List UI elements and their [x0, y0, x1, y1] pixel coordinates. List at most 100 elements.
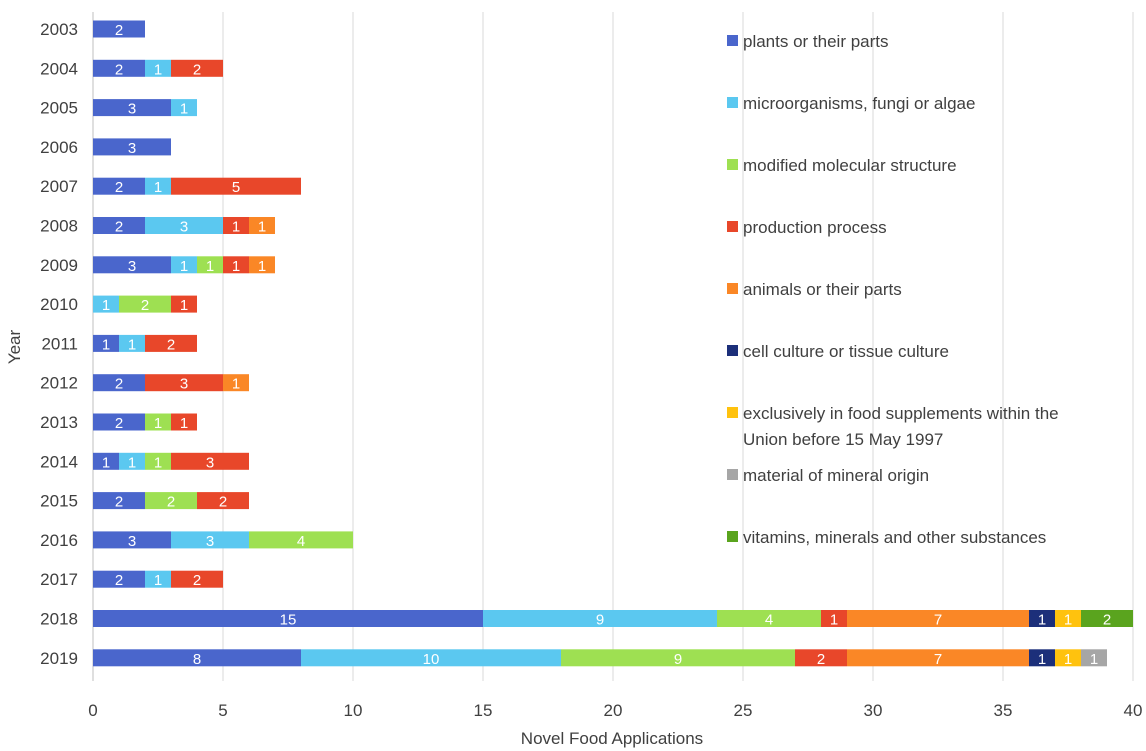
y-tick-label: 2011 [41, 334, 78, 353]
bar-segment [171, 256, 197, 274]
segment-value-label: 2 [219, 494, 227, 511]
segment-value-label: 3 [180, 219, 188, 236]
segment-value-label: 1 [1090, 651, 1098, 668]
x-tick-label: 10 [344, 701, 363, 720]
segment-value-label: 3 [128, 258, 136, 275]
x-axis-title: Novel Food Applications [521, 729, 703, 748]
gridlines [92, 12, 1134, 681]
segment-value-label: 1 [102, 336, 110, 353]
segment-value-label: 2 [817, 651, 825, 668]
bar-segment [171, 452, 249, 470]
bar-segment [93, 531, 171, 549]
bar-segment [145, 452, 171, 470]
segment-value-label: 1 [1038, 651, 1046, 668]
bar-segment [145, 59, 171, 77]
y-tick-label: 2019 [40, 649, 78, 668]
y-tick-label: 2010 [40, 295, 78, 314]
legend-label: plants or their parts [743, 32, 889, 51]
y-tick-label: 2014 [40, 452, 78, 471]
segment-value-label: 1 [180, 258, 188, 275]
bar-segment [171, 570, 223, 588]
bar-segment [561, 649, 795, 667]
x-tick-label: 25 [734, 701, 753, 720]
legend-label: modified molecular structure [743, 156, 957, 175]
segment-value-label: 2 [1103, 612, 1111, 629]
bar-segment [93, 610, 483, 627]
segment-value-label: 1 [180, 297, 188, 314]
legend-label: animals or their parts [743, 280, 902, 299]
legend-swatch [727, 35, 738, 46]
segment-value-label: 1 [258, 219, 266, 236]
bar-segment [483, 610, 717, 627]
bar-segment [171, 99, 197, 117]
bar-segment [223, 217, 249, 234]
legend-label: material of mineral origin [743, 466, 929, 485]
legend-swatch [727, 97, 738, 108]
bar-segment [93, 452, 119, 470]
y-tick-label: 2004 [40, 59, 78, 78]
bar-segment [145, 413, 171, 431]
segment-value-label: 2 [193, 572, 201, 589]
y-tick-label: 2012 [40, 374, 78, 393]
segment-value-label: 4 [297, 533, 305, 550]
segment-labels: 22 1 23 132 1 52 3 1 13 1 1 1 11 2 11 1 22 3 12 1 11 1 1 32 2 23 3… [102, 22, 1111, 668]
bar-segment [93, 295, 119, 313]
segment-value-label: 2 [115, 494, 123, 511]
segment-value-label: 1 [102, 454, 110, 471]
bar-segment [1029, 610, 1055, 627]
segment-value-label: 2 [115, 179, 123, 196]
bar-segment [249, 531, 353, 549]
bar-segment [1081, 610, 1133, 627]
bar-segment [1081, 649, 1107, 667]
bar-segment [93, 177, 145, 195]
x-tick-label: 20 [604, 701, 623, 720]
bar-segment [145, 570, 171, 588]
bar-segment [197, 492, 249, 510]
bar-segment [93, 217, 145, 234]
bar-segment [119, 452, 145, 470]
segment-value-label: 7 [934, 651, 942, 668]
y-tick-label: 2017 [40, 570, 78, 589]
x-tick-label: 5 [218, 701, 227, 720]
segment-value-label: 2 [115, 219, 123, 236]
bar-segment [197, 256, 223, 274]
segment-value-label: 1 [1064, 612, 1072, 629]
segment-value-label: 1 [232, 376, 240, 393]
segment-value-label: 1 [1038, 612, 1046, 629]
bar-segment [847, 649, 1029, 667]
legend-swatch [727, 345, 738, 356]
segment-value-label: 2 [167, 494, 175, 511]
x-axis-ticks: 0 5 10 15 20 25 30 35 40 [88, 701, 1142, 720]
segment-value-label: 1 [258, 258, 266, 275]
bar-segment [93, 256, 171, 274]
bar-segment [249, 217, 275, 234]
bar-segment [171, 177, 301, 195]
segment-value-label: 3 [128, 140, 136, 157]
bar-segment [93, 649, 301, 667]
bar-segment [795, 649, 847, 667]
y-tick-label: 2008 [40, 217, 78, 236]
segment-value-label: 2 [193, 61, 201, 78]
segment-value-label: 2 [115, 572, 123, 589]
segment-value-label: 2 [167, 336, 175, 353]
segment-value-label: 15 [280, 612, 297, 629]
segment-value-label: 3 [128, 101, 136, 118]
bar-segment [223, 374, 249, 392]
segment-value-label: 1 [102, 297, 110, 314]
legend-label: microorganisms, fungi or algae [743, 94, 975, 113]
x-tick-label: 30 [864, 701, 883, 720]
segment-value-label: 4 [765, 612, 773, 629]
segment-value-label: 3 [180, 376, 188, 393]
y-tick-label: 2009 [40, 256, 78, 275]
segment-value-label: 1 [180, 415, 188, 432]
segment-value-label: 2 [115, 415, 123, 432]
bar-segment [93, 59, 145, 77]
segment-value-label: 1 [206, 258, 214, 275]
y-tick-label: 2007 [40, 177, 78, 196]
segment-value-label: 3 [206, 533, 214, 550]
bar-segment [249, 256, 275, 274]
segment-value-label: 10 [423, 651, 440, 668]
bar-segment [93, 334, 119, 352]
y-tick-label: 2005 [40, 99, 78, 118]
bar-segment [171, 295, 197, 313]
